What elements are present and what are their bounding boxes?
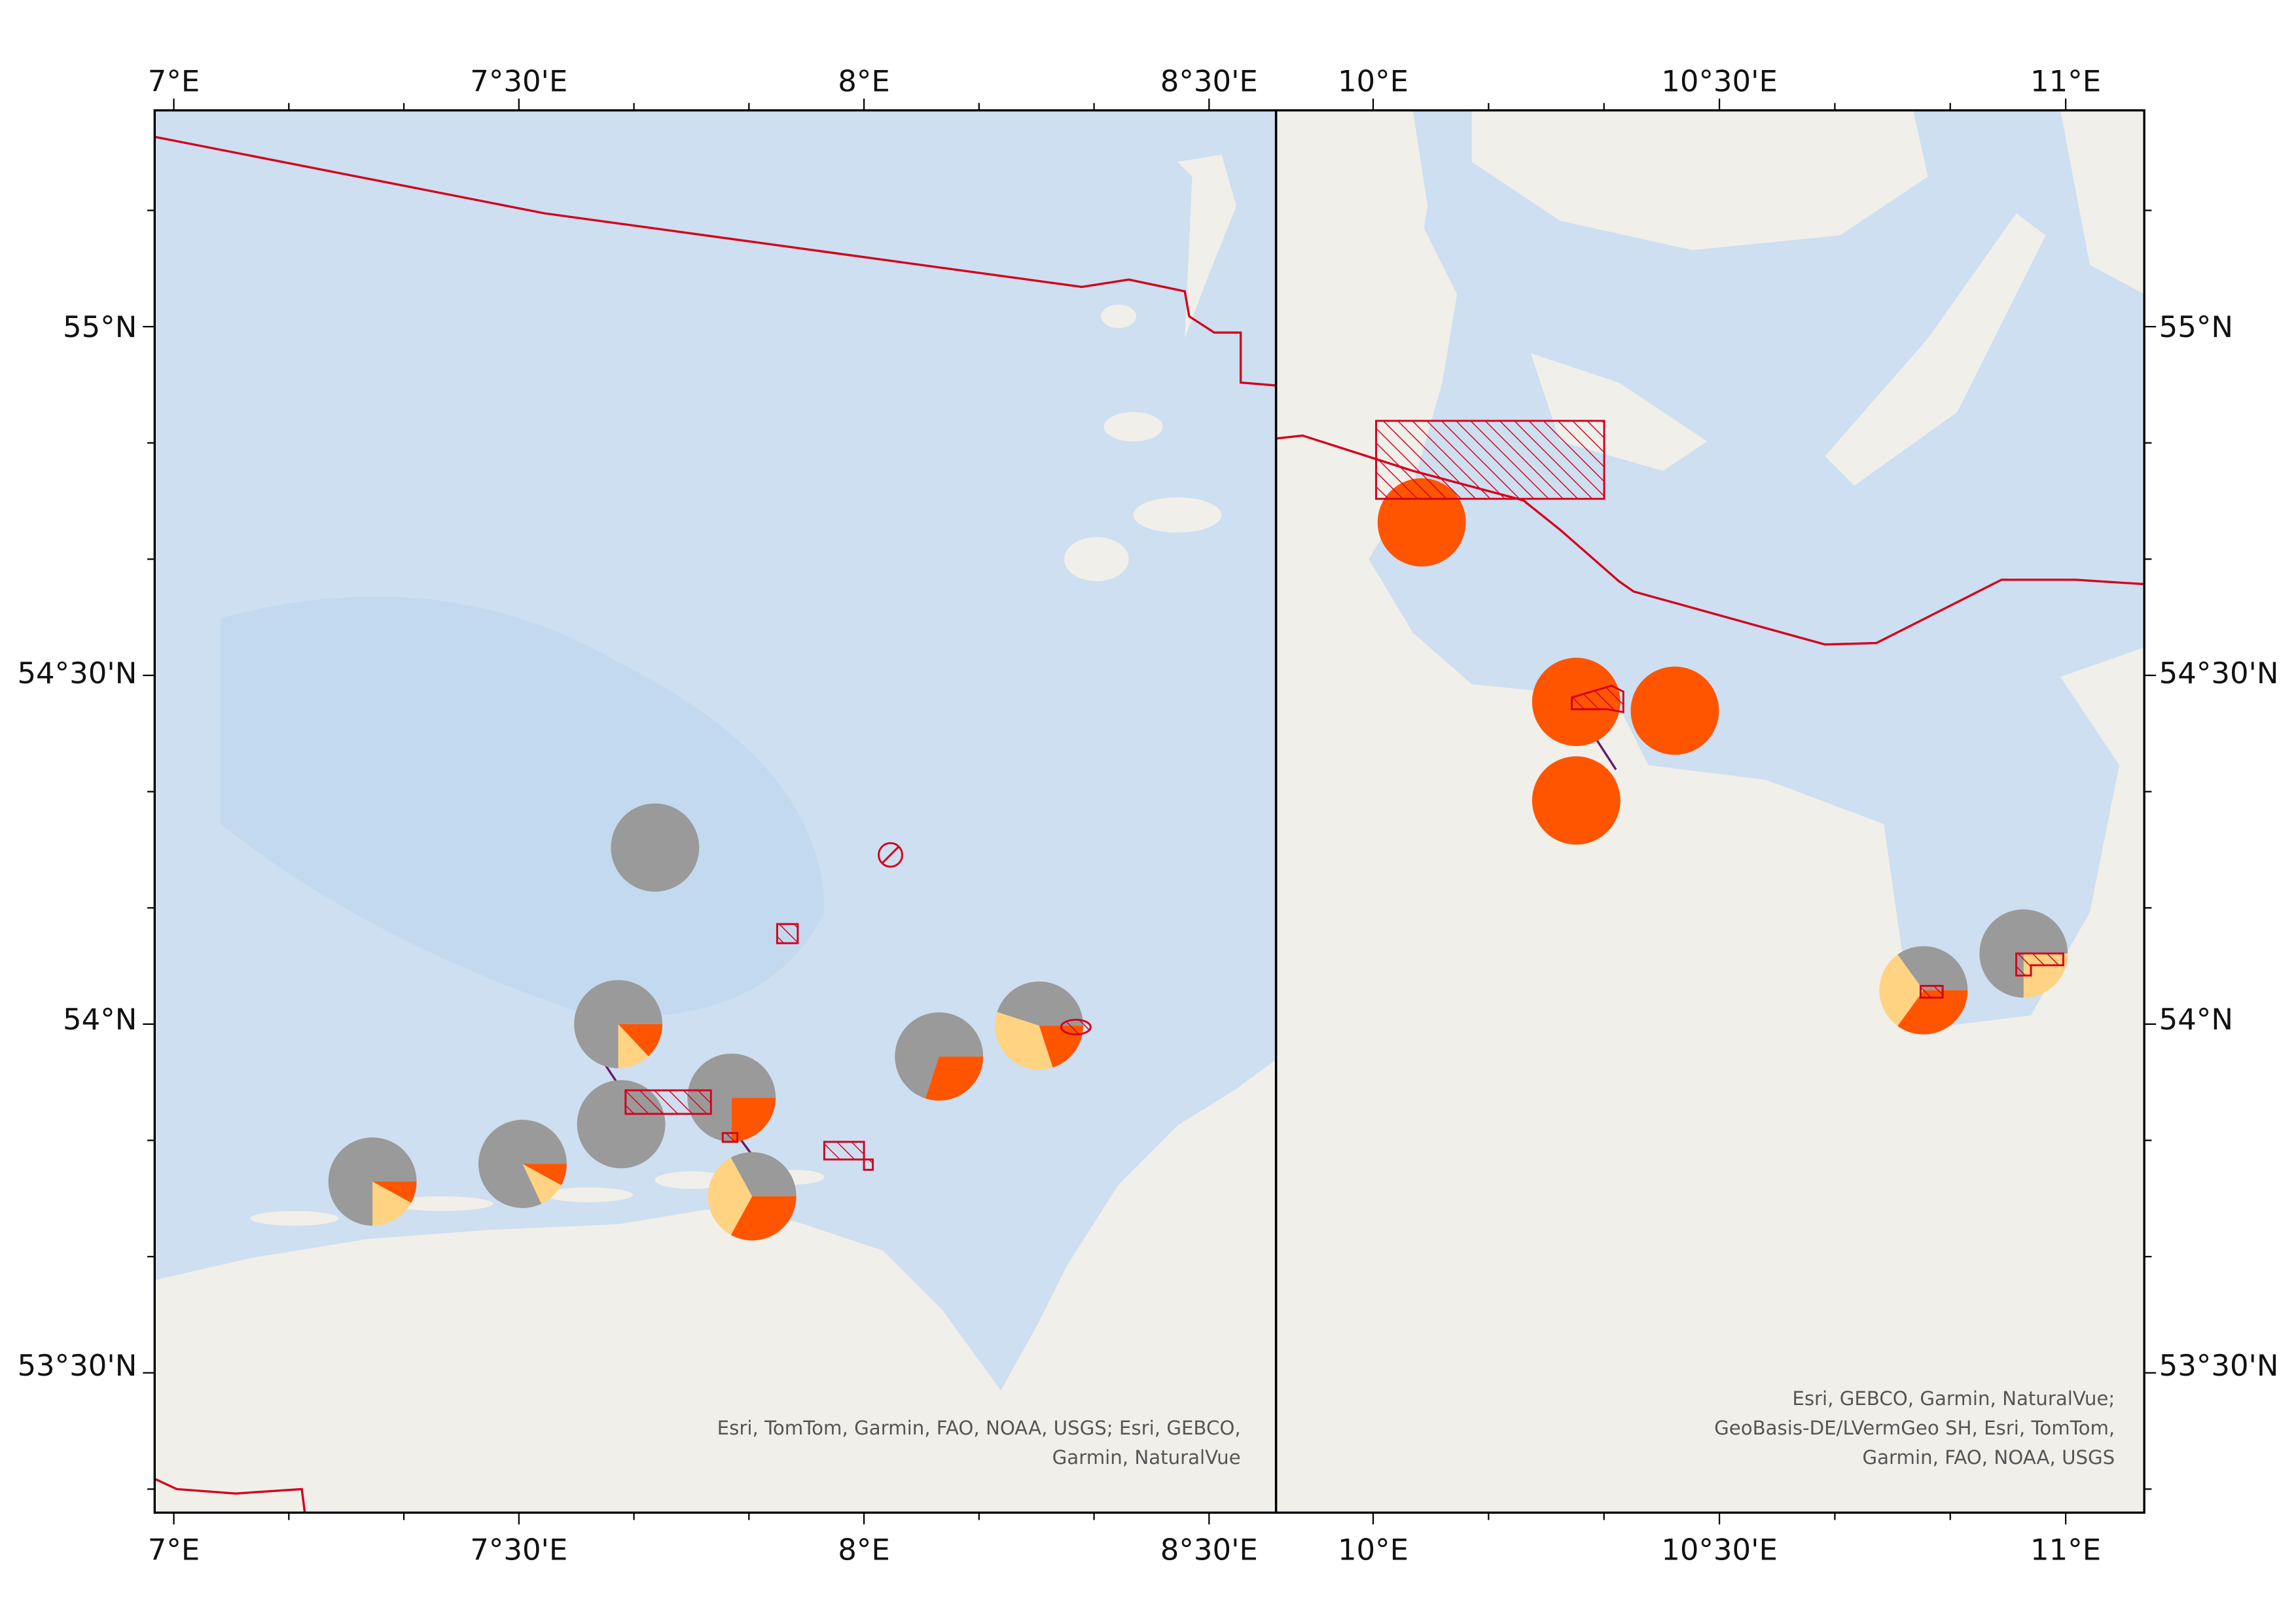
y-tick-label: 53°30'N xyxy=(17,1348,137,1383)
connector xyxy=(1596,740,1617,770)
areas xyxy=(624,419,2064,1171)
x-tick-label: 10°30'E xyxy=(1661,63,1778,98)
attribution: Garmin, FAO, NOAA, USGS xyxy=(1862,1446,2115,1469)
x-tick-label: 10°30'E xyxy=(1661,1532,1778,1567)
attribution: Garmin, NaturalVue xyxy=(1052,1446,1241,1469)
pie-slice xyxy=(730,1196,797,1241)
area xyxy=(624,1089,712,1115)
pie-slice xyxy=(997,981,1084,1026)
island xyxy=(1133,497,1222,533)
pie-slice xyxy=(1897,946,1968,991)
area xyxy=(721,1132,739,1143)
island xyxy=(1471,110,1928,251)
x-tick-label: 8°30'E xyxy=(1160,63,1258,98)
pie-slice xyxy=(708,1157,753,1236)
land xyxy=(1276,110,1428,707)
y-tick-label: 55°N xyxy=(2159,310,2233,344)
area xyxy=(2015,952,2064,977)
pie-slice xyxy=(687,1053,776,1142)
pie-slice xyxy=(618,1024,649,1069)
pie-slice xyxy=(618,1024,663,1057)
y-tick-label: 54°N xyxy=(63,1002,137,1037)
pie-slice xyxy=(1377,478,1466,567)
pie-slice xyxy=(372,1181,412,1226)
pie-slice xyxy=(522,1164,567,1185)
area xyxy=(878,842,903,868)
island xyxy=(1177,154,1236,339)
x-tick-label: 7°30'E xyxy=(470,1532,567,1567)
island xyxy=(2060,110,2145,294)
pie-slice xyxy=(995,1012,1053,1070)
area xyxy=(1375,419,1605,500)
pie-slice xyxy=(1630,666,1719,755)
pie-slice xyxy=(478,1120,567,1208)
shallow-sea xyxy=(221,596,825,1017)
area xyxy=(823,1141,865,1161)
frame xyxy=(1274,109,2145,1514)
pie-slice xyxy=(372,1181,417,1203)
pie-slice xyxy=(1897,990,1968,1035)
island xyxy=(390,1196,493,1211)
ticks: 7°E 7°E 7°30'E 7°30'E 8°E 8°E 8°30'E 8°30'E 10°E… xyxy=(17,63,2278,1567)
pie-slice xyxy=(328,1137,417,1226)
area xyxy=(1060,1018,1092,1036)
left-panel xyxy=(154,110,1276,1513)
pie-slice xyxy=(574,980,663,1069)
x-tick-label: 11°E xyxy=(2030,63,2101,98)
pie-slice xyxy=(1879,954,1924,1026)
x-tick-label: 7°E xyxy=(148,63,200,98)
x-tick-label: 10°E xyxy=(1338,1532,1408,1567)
island xyxy=(250,1211,339,1226)
pie-slice xyxy=(1039,1026,1084,1068)
island xyxy=(545,1187,634,1202)
area xyxy=(1919,984,1944,999)
island xyxy=(1825,213,2046,486)
x-tick-label: 8°E xyxy=(838,1532,889,1567)
pie-slice xyxy=(731,1097,776,1142)
island xyxy=(1101,304,1137,329)
mainland xyxy=(154,1059,1276,1513)
pie-slice xyxy=(895,1012,984,1099)
y-tick-label: 54°N xyxy=(2159,1002,2233,1037)
attribution: Esri, TomTom, Garmin, FAO, NOAA, USGS; E… xyxy=(717,1417,1241,1439)
x-tick-label: 7°E xyxy=(148,1532,200,1567)
pie-slice xyxy=(522,1164,562,1204)
boundary xyxy=(154,1478,306,1513)
x-tick-label: 7°30'E xyxy=(470,63,567,98)
x-tick-label: 8°30'E xyxy=(1160,1532,1258,1567)
y-tick-label: 55°N xyxy=(63,310,137,344)
attribution: Esri, GEBCO, Garmin, NaturalVue; xyxy=(1792,1387,2115,1410)
area xyxy=(776,923,799,944)
right-panel xyxy=(1276,110,2145,1513)
island xyxy=(1064,537,1129,582)
y-tick-label: 54°30'N xyxy=(2159,656,2279,690)
area xyxy=(863,1158,874,1171)
pie-slice xyxy=(611,803,700,892)
area xyxy=(881,845,901,865)
island xyxy=(1103,412,1163,442)
y-tick-label: 54°30'N xyxy=(17,656,137,690)
boundary xyxy=(154,135,1276,387)
x-tick-label: 11°E xyxy=(2030,1532,2101,1567)
pie-slice xyxy=(925,1056,984,1101)
attribution: GeoBasis-DE/LVermGeo SH, Esri, TomTom, xyxy=(1714,1417,2115,1439)
area xyxy=(1571,685,1624,713)
y-tick-label: 53°30'N xyxy=(2159,1348,2279,1383)
x-tick-label: 8°E xyxy=(838,63,889,98)
pie-slice xyxy=(730,1152,797,1196)
x-tick-label: 10°E xyxy=(1338,63,1408,98)
pie-slice xyxy=(1532,756,1621,845)
